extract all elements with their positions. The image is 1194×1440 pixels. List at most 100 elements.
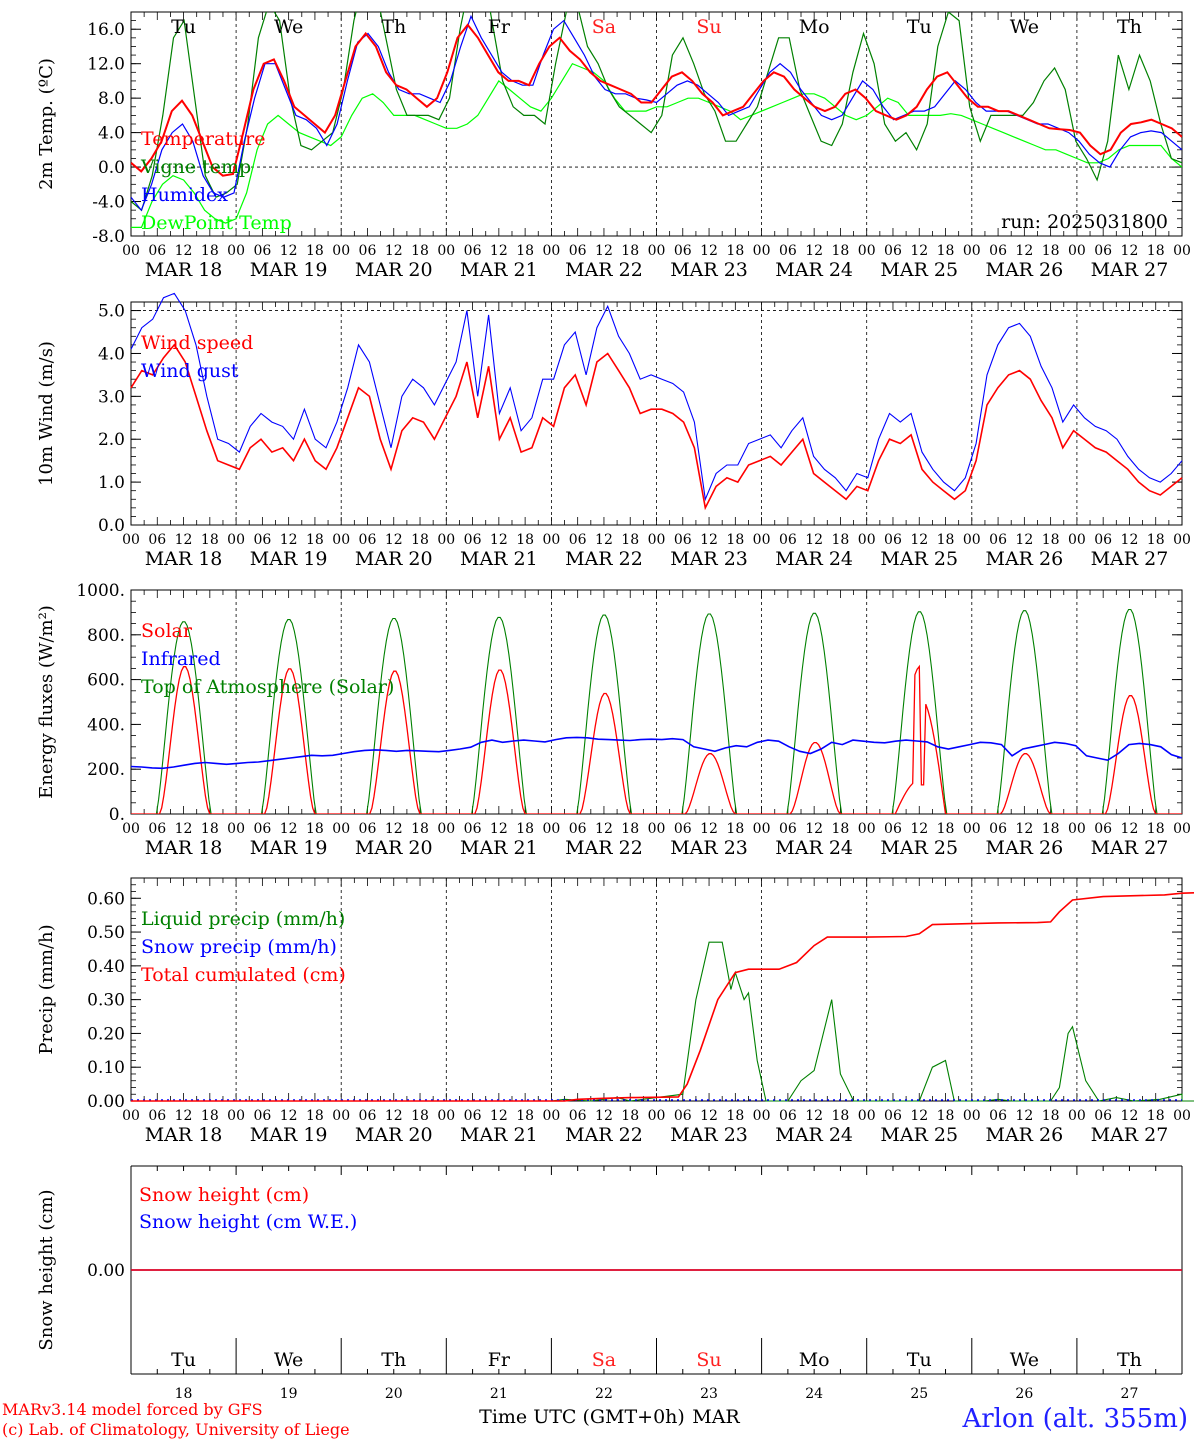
y-tick-label: 0.: [109, 805, 125, 825]
hour-tick-label: 12: [385, 821, 403, 837]
hour-tick-label: 06: [884, 243, 902, 259]
hour-tick-label: 06: [674, 243, 692, 259]
hour-tick-label: 12: [910, 243, 928, 259]
y-tick-label: 1.0: [98, 473, 125, 493]
y-tick-label: 4.0: [98, 344, 125, 364]
hour-tick-label: 12: [595, 532, 613, 548]
legend-entry: Wind gust: [141, 360, 239, 382]
hour-tick-label: 18: [306, 821, 324, 837]
hour-tick-label: 18: [621, 821, 639, 837]
hour-tick-label: 06: [884, 1108, 902, 1124]
hour-tick-label: 06: [1094, 821, 1112, 837]
hour-tick-label: 18: [937, 1108, 955, 1124]
hour-tick-label: 18: [1147, 821, 1165, 837]
hour-tick-label: 06: [989, 821, 1007, 837]
hour-tick-label: 12: [700, 532, 718, 548]
hour-tick-label: 00: [542, 821, 560, 837]
hour-tick-label: 06: [148, 1108, 166, 1124]
hour-tick-label: 00: [753, 1108, 771, 1124]
y-tick-label: 1000.: [76, 581, 125, 601]
series-layer: [131, 608, 1182, 814]
date-label: MAR 27: [1091, 837, 1169, 859]
hour-tick-label: 12: [385, 532, 403, 548]
hour-tick-label: 18: [1042, 1108, 1060, 1124]
hour-tick-label: 12: [595, 1108, 613, 1124]
series-liquid-precip: [131, 941, 1194, 1102]
hour-tick-label: 18: [726, 243, 744, 259]
hour-tick-label: 18: [201, 243, 219, 259]
hour-tick-label: 06: [569, 243, 587, 259]
hour-tick-label: 18: [726, 532, 744, 548]
date-label: MAR 21: [460, 1124, 538, 1146]
hour-tick-label: 12: [280, 821, 298, 837]
y-tick-label: 0.50: [87, 923, 125, 943]
hour-tick-label: 18: [411, 243, 429, 259]
hour-tick-label: 18: [516, 1108, 534, 1124]
legend-entry: Infrared: [141, 648, 221, 670]
y-tick-label: -4.0: [92, 193, 125, 213]
hour-tick-label: 06: [359, 243, 377, 259]
panel-4: 0.60 0.50 0.40 0.30 0.20 0.10 0.00 Liquid preci…: [36, 877, 1194, 1146]
hour-tick-label: 18: [832, 243, 850, 259]
day-name: Mo: [799, 1349, 830, 1371]
legend-entry: Wind speed: [141, 332, 253, 354]
hour-tick-label: 06: [253, 532, 271, 548]
date-label: MAR 26: [985, 837, 1063, 859]
day-number: 25: [910, 1386, 928, 1402]
hour-tick-label: 06: [1094, 243, 1112, 259]
hour-tick-label: 06: [253, 243, 271, 259]
date-label: MAR 20: [355, 1124, 433, 1146]
hour-tick-label: 00: [227, 532, 245, 548]
hour-tick-label: 18: [1147, 532, 1165, 548]
date-label: MAR 23: [670, 837, 748, 859]
date-label: MAR 24: [775, 837, 853, 859]
date-label: MAR 23: [670, 1124, 748, 1146]
y-tick-label: 0.00: [87, 1092, 125, 1112]
y-tick-label: 400.: [87, 715, 125, 735]
month-label: MAR: [692, 1406, 740, 1428]
hour-tick-label: 18: [1147, 1108, 1165, 1124]
hour-tick-label: 18: [1147, 243, 1165, 259]
date-label: MAR 21: [460, 548, 538, 570]
date-label: MAR 24: [775, 548, 853, 570]
hour-tick-label: 00: [227, 1108, 245, 1124]
hour-tick-label: 18: [411, 1108, 429, 1124]
hour-tick-label: 12: [1121, 532, 1139, 548]
hour-tick-label: 18: [937, 532, 955, 548]
hour-tick-label: 00: [1068, 243, 1086, 259]
hour-tick-label: 00: [858, 1108, 876, 1124]
hour-tick-label: 06: [779, 1108, 797, 1124]
hour-tick-label: 00: [648, 243, 666, 259]
date-label: MAR 25: [880, 259, 958, 281]
y-axis-label: Energy fluxes (W/m²): [36, 605, 57, 799]
date-label: MAR 22: [565, 548, 643, 570]
hour-tick-label: 06: [464, 1108, 482, 1124]
hour-tick-label: 12: [910, 532, 928, 548]
hour-tick-label: 12: [1015, 1108, 1033, 1124]
date-label: MAR 20: [355, 259, 433, 281]
hour-tick-label: 06: [569, 532, 587, 548]
hour-tick-label: 18: [621, 1108, 639, 1124]
hour-tick-label: 18: [201, 821, 219, 837]
y-tick-label: 600.: [87, 671, 125, 691]
y-tick-label: 0.0: [98, 516, 125, 536]
day-number: 27: [1121, 1386, 1139, 1402]
hour-tick-label: 00: [1173, 532, 1191, 548]
hour-tick-label: 00: [122, 821, 140, 837]
y-tick-label: 12.0: [87, 55, 125, 75]
y-tick-label: 0.0: [98, 158, 125, 178]
date-label: MAR 22: [565, 837, 643, 859]
hour-tick-label: 06: [464, 821, 482, 837]
hour-tick-label: 18: [306, 1108, 324, 1124]
hour-tick-label: 00: [542, 243, 560, 259]
day-name: Tu: [171, 16, 196, 38]
hour-tick-label: 18: [306, 243, 324, 259]
hour-tick-label: 12: [175, 1108, 193, 1124]
series-temperature: [131, 23, 1182, 177]
date-label: MAR 21: [460, 259, 538, 281]
date-label: MAR 27: [1091, 1124, 1169, 1146]
day-number: 24: [805, 1386, 823, 1402]
hour-tick-label: 12: [280, 532, 298, 548]
hour-tick-label: 06: [779, 243, 797, 259]
day-name: Th: [1117, 16, 1142, 38]
